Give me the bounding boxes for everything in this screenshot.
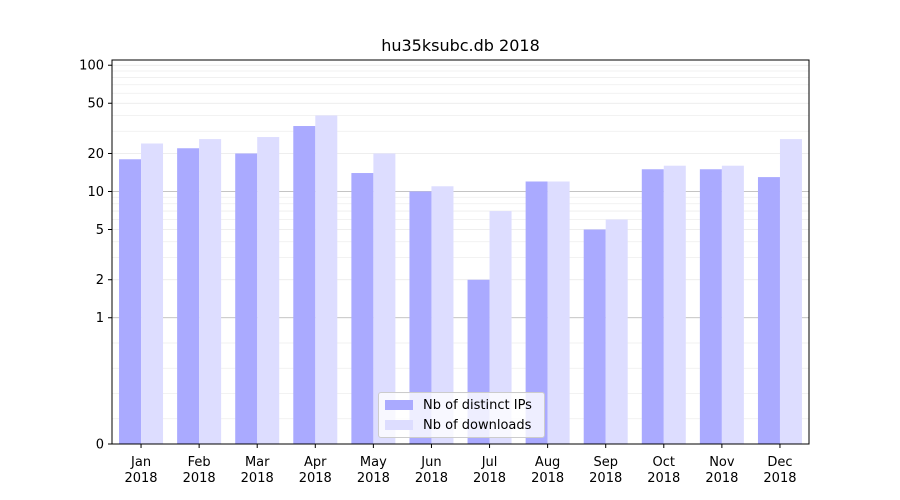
- y-tick-label: 0: [96, 438, 104, 453]
- y-tick-label: 2: [96, 273, 104, 288]
- legend-item-downloads: Nb of downloads: [385, 417, 531, 433]
- x-tick-label-month: May: [360, 455, 387, 470]
- y-tick-label: 100: [79, 59, 104, 74]
- x-tick-label-year: 2018: [357, 471, 390, 486]
- bar-aug-distinct-ips: [525, 181, 548, 444]
- chart-title: hu35ksubc.db 2018: [381, 36, 540, 55]
- x-tick-label-year: 2018: [705, 471, 738, 486]
- plot-frame: [111, 59, 810, 445]
- bar-jun-downloads: [431, 186, 454, 445]
- bar-feb-downloads: [199, 139, 222, 444]
- bar-dec-distinct-ips: [757, 177, 780, 445]
- x-tick-label-month: Mar: [245, 455, 270, 470]
- bar-apr-distinct-ips: [293, 126, 316, 444]
- y-axis: 0 1 2 5 10 20 50 100: [79, 59, 112, 453]
- x-tick-label-month: Feb: [188, 455, 211, 470]
- y-tick-label: 1: [96, 311, 104, 326]
- bar-jan-downloads: [141, 143, 164, 444]
- bar-may-downloads: [373, 153, 396, 444]
- x-tick-label-year: 2018: [124, 471, 157, 486]
- legend-label-ips: Nb of distinct IPs: [423, 397, 532, 413]
- x-tick-label-year: 2018: [415, 471, 448, 486]
- y-tick-label: 5: [96, 223, 104, 238]
- x-tick-label-year: 2018: [531, 471, 564, 486]
- bar-jul-downloads: [489, 211, 512, 444]
- bar-jan-distinct-ips: [119, 159, 142, 445]
- x-tick-label-month: Aug: [535, 455, 560, 470]
- x-tick-label-year: 2018: [473, 471, 506, 486]
- x-tick-label-month: Oct: [653, 455, 675, 470]
- legend-swatch-ips: [385, 400, 413, 410]
- bar-apr-downloads: [315, 115, 338, 445]
- x-tick-label-month: Jun: [420, 455, 441, 470]
- legend: Nb of distinct IPs Nb of downloads: [378, 392, 545, 438]
- bar-oct-distinct-ips: [641, 169, 664, 444]
- x-tick-label-month: Jul: [481, 455, 498, 470]
- x-tick-label-month: Dec: [767, 455, 792, 470]
- x-tick-label-year: 2018: [763, 471, 796, 486]
- x-tick-label-year: 2018: [589, 471, 622, 486]
- x-tick-label-year: 2018: [647, 471, 680, 486]
- bar-nov-distinct-ips: [699, 169, 722, 444]
- y-tick-label: 10: [87, 185, 104, 200]
- bar-aug-downloads: [547, 181, 570, 444]
- x-axis: Jan2018Feb2018Mar2018Apr2018May2018Jun20…: [124, 444, 797, 486]
- legend-swatch-downloads: [385, 420, 413, 430]
- bar-mar-downloads: [257, 137, 280, 444]
- bar-sep-downloads: [605, 219, 628, 444]
- y-tick-label: 20: [87, 147, 104, 162]
- y-tick-label: 50: [87, 97, 104, 112]
- x-tick-label-year: 2018: [299, 471, 332, 486]
- bars: [119, 115, 802, 445]
- bar-mar-distinct-ips: [235, 153, 258, 444]
- x-tick-label-year: 2018: [183, 471, 216, 486]
- bar-sep-distinct-ips: [583, 229, 606, 444]
- x-tick-label-year: 2018: [241, 471, 274, 486]
- x-tick-label-month: Sep: [593, 455, 618, 470]
- bar-nov-downloads: [721, 165, 744, 444]
- x-tick-label-month: Jan: [130, 455, 151, 470]
- bar-feb-distinct-ips: [177, 148, 200, 444]
- legend-label-downloads: Nb of downloads: [423, 417, 532, 433]
- bar-oct-downloads: [663, 165, 686, 444]
- grid-lines: [112, 64, 809, 445]
- bar-dec-downloads: [779, 139, 802, 444]
- legend-item-ips: Nb of distinct IPs: [385, 397, 532, 413]
- bar-may-distinct-ips: [351, 173, 374, 444]
- x-tick-label-month: Nov: [709, 455, 735, 470]
- bar-jun-distinct-ips: [409, 191, 432, 444]
- x-tick-label-month: Apr: [304, 455, 327, 470]
